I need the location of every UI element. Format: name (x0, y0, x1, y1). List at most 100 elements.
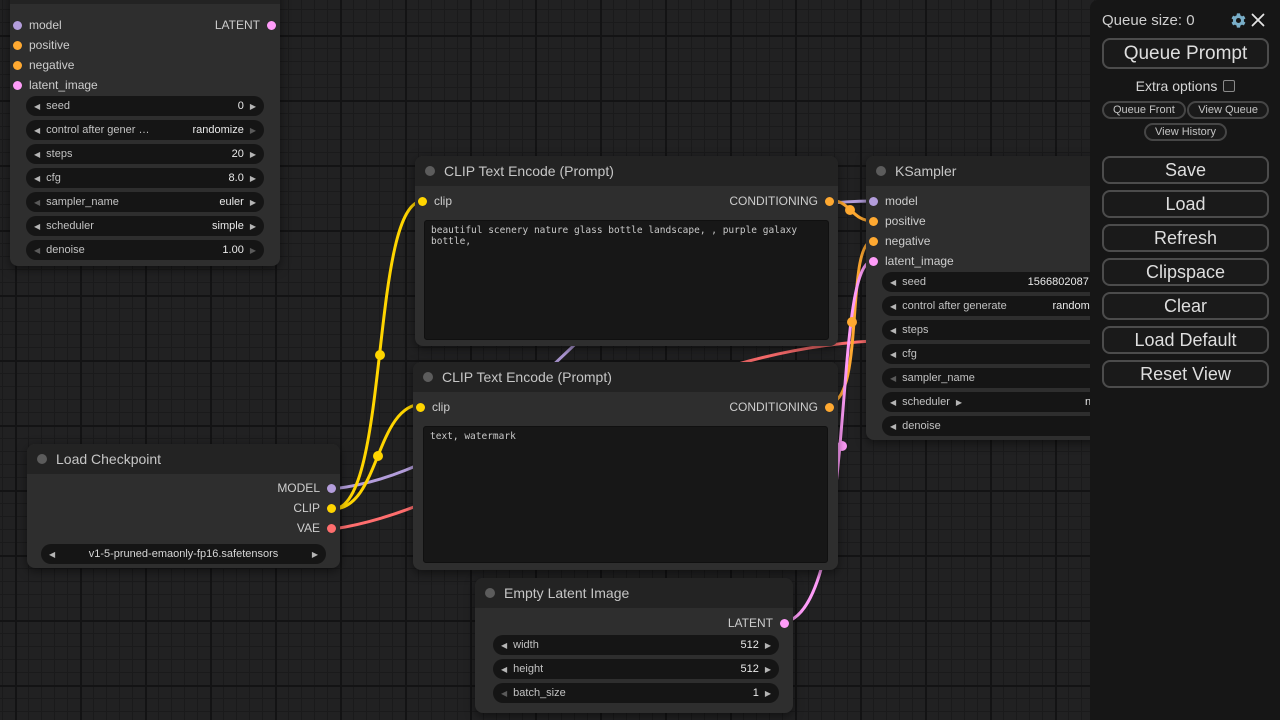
close-icon[interactable] (1247, 9, 1269, 31)
widget-seed[interactable]: ◀ seed 1566802087 ▶ (882, 272, 1124, 292)
slot-dot-vae[interactable] (327, 523, 336, 533)
output-slot-conditioning[interactable]: CONDITIONING (678, 191, 838, 211)
widget-cfg[interactable]: ◀ cfg ▶ (882, 344, 1124, 364)
decrement-arrow-icon[interactable]: ◀ (501, 688, 508, 698)
increment-arrow-icon[interactable]: ▶ (249, 173, 256, 183)
output-slot-model[interactable]: MODEL (27, 478, 340, 498)
input-slot-positive[interactable]: positive (866, 211, 1140, 231)
output-slot-conditioning[interactable]: CONDITIONING (678, 397, 838, 417)
decrement-arrow-icon[interactable]: ◀ (34, 197, 41, 207)
slot-dot-conditioning[interactable] (825, 402, 834, 412)
decrement-arrow-icon[interactable]: ◀ (501, 664, 508, 674)
input-slot-negative[interactable]: negative (10, 55, 280, 75)
load-button[interactable]: Load (1102, 190, 1269, 218)
view-queue-button[interactable]: View Queue (1187, 101, 1269, 119)
slot-dot-clip[interactable] (416, 402, 425, 412)
node-clip-text-encode-positive[interactable]: CLIP Text Encode (Prompt) clip CONDITION… (415, 156, 838, 346)
output-slot-clip[interactable]: CLIP (27, 498, 340, 518)
decrement-arrow-icon[interactable]: ◀ (34, 149, 41, 159)
collapse-dot-icon[interactable] (423, 372, 433, 382)
widget-scheduler[interactable]: ◀ scheduler simple ▶ (26, 216, 264, 236)
output-slot-latent[interactable]: LATENT (160, 15, 280, 35)
increment-arrow-icon[interactable]: ▶ (955, 397, 963, 407)
output-slot-latent[interactable]: LATENT (475, 613, 793, 633)
decrement-arrow-icon[interactable]: ◀ (34, 173, 41, 183)
widget-denoise[interactable]: ◀ denoise 1.00 ▶ (26, 240, 264, 260)
slot-dot-conditioning[interactable] (869, 236, 878, 246)
node-title-bar[interactable]: CLIP Text Encode (Prompt) (413, 362, 838, 392)
decrement-arrow-icon[interactable]: ◀ (890, 301, 897, 311)
clear-button[interactable]: Clear (1102, 292, 1269, 320)
slot-dot-conditioning[interactable] (13, 60, 22, 70)
increment-arrow-icon[interactable]: ▶ (249, 125, 256, 135)
queue-prompt-button[interactable]: Queue Prompt (1102, 38, 1269, 69)
widget-sampler-name[interactable]: ◀ sampler_name ▶ (882, 368, 1124, 388)
decrement-arrow-icon[interactable]: ◀ (34, 101, 41, 111)
node-empty-latent-image[interactable]: Empty Latent Image LATENT ◀ width 512 ▶ … (475, 578, 793, 713)
decrement-arrow-icon[interactable]: ◀ (890, 373, 897, 383)
decrement-arrow-icon[interactable]: ◀ (34, 125, 41, 135)
node-title-bar[interactable]: CLIP Text Encode (Prompt) (415, 156, 838, 186)
widget-denoise[interactable]: ◀ denoise ▶ (882, 416, 1124, 436)
slot-dot-model[interactable] (869, 196, 878, 206)
decrement-arrow-icon[interactable]: ◀ (890, 325, 897, 335)
collapse-dot-icon[interactable] (876, 166, 886, 176)
widget-cfg[interactable]: ◀ cfg 8.0 ▶ (26, 168, 264, 188)
increment-arrow-icon[interactable]: ▶ (249, 245, 256, 255)
widget-steps[interactable]: ◀ steps ▶ (882, 320, 1124, 340)
decrement-arrow-icon[interactable]: ◀ (890, 277, 897, 287)
input-slot-clip[interactable]: clip (413, 397, 533, 417)
slot-dot-clip[interactable] (327, 503, 336, 513)
node-load-checkpoint[interactable]: Load Checkpoint MODEL CLIP VAE ◀ v1-5-pr… (27, 444, 340, 568)
save-button[interactable]: Save (1102, 156, 1269, 184)
slot-dot-latent[interactable] (267, 20, 276, 30)
widget-batch-size[interactable]: ◀ batch_size 1 ▶ (493, 683, 779, 703)
input-slot-positive[interactable]: positive (10, 35, 280, 55)
widget-width[interactable]: ◀ width 512 ▶ (493, 635, 779, 655)
increment-arrow-icon[interactable]: ▶ (249, 101, 256, 111)
widget-seed[interactable]: ◀ seed 0 ▶ (26, 96, 264, 116)
slot-dot-conditioning[interactable] (869, 216, 878, 226)
node-title-bar[interactable]: Load Checkpoint (27, 444, 340, 474)
increment-arrow-icon[interactable]: ▶ (249, 221, 256, 231)
slot-dot-conditioning[interactable] (13, 40, 22, 50)
increment-arrow-icon[interactable]: ▶ (249, 197, 256, 207)
input-slot-model[interactable]: model (866, 191, 1140, 211)
prompt-textarea[interactable]: text, watermark (423, 426, 828, 563)
widget-ckpt-name[interactable]: ◀ v1-5-pruned-emaonly-fp16.safetensors ▶ (41, 544, 326, 564)
slot-dot-conditioning[interactable] (825, 196, 834, 206)
extra-options-checkbox[interactable] (1223, 80, 1236, 92)
widget-scheduler[interactable]: ◀ scheduler normal ▶ (882, 392, 1124, 412)
input-slot-negative[interactable]: negative (866, 231, 1140, 251)
input-slot-model[interactable]: model (10, 15, 280, 35)
increment-arrow-icon[interactable]: ▶ (764, 640, 771, 650)
view-history-button[interactable]: View History (1144, 123, 1227, 141)
increment-arrow-icon[interactable]: ▶ (764, 688, 771, 698)
input-slot-latent-image[interactable]: latent_image (10, 75, 280, 95)
decrement-arrow-icon[interactable]: ◀ (501, 640, 508, 650)
slot-dot-latent[interactable] (13, 80, 22, 90)
decrement-arrow-icon[interactable]: ◀ (890, 397, 897, 407)
node-ksampler-left[interactable]: model positive negative latent_image LAT… (10, 0, 280, 266)
collapse-dot-icon[interactable] (485, 588, 495, 598)
slot-dot-latent[interactable] (780, 618, 789, 628)
input-slot-latent-image[interactable]: latent_image (866, 251, 1140, 271)
input-slot-clip[interactable]: clip (415, 191, 535, 211)
settings-gear-icon[interactable] (1225, 9, 1247, 31)
widget-control-after-generate[interactable]: ◀ control after gener … randomize ▶ (26, 120, 264, 140)
widget-height[interactable]: ◀ height 512 ▶ (493, 659, 779, 679)
load-default-button[interactable]: Load Default (1102, 326, 1269, 354)
slot-dot-model[interactable] (327, 483, 336, 493)
queue-front-button[interactable]: Queue Front (1102, 101, 1186, 119)
prompt-textarea[interactable]: beautiful scenery nature glass bottle la… (424, 220, 829, 340)
slot-dot-clip[interactable] (418, 196, 427, 206)
node-title-bar[interactable]: Empty Latent Image (475, 578, 793, 608)
increment-arrow-icon[interactable]: ▶ (764, 664, 771, 674)
widget-control-after-generate[interactable]: ◀ control after generate randomize ▶ (882, 296, 1124, 316)
decrement-arrow-icon[interactable]: ◀ (890, 349, 897, 359)
widget-sampler-name[interactable]: ◀ sampler_name euler ▶ (26, 192, 264, 212)
next-arrow-icon[interactable]: ▶ (311, 549, 318, 559)
collapse-dot-icon[interactable] (425, 166, 435, 176)
node-title-bar[interactable] (10, 0, 280, 4)
slot-dot-model[interactable] (13, 20, 22, 30)
